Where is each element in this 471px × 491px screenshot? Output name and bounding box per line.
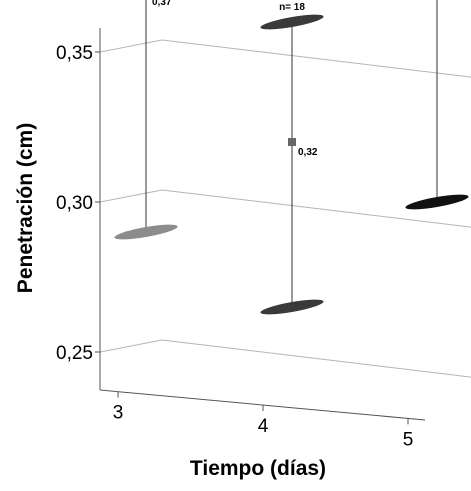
mean-value-label: 0,37: [152, 0, 172, 8]
y-tick-label: 0,35: [56, 43, 93, 64]
y-tick-label: 0,25: [56, 343, 93, 364]
lower-limit-disc: [260, 299, 324, 315]
x-axis-floor-line: [99, 389, 426, 421]
y-axis-title: Penetración (cm): [14, 123, 37, 293]
grid-line-right: [161, 339, 471, 378]
upper-limit-disc: [260, 14, 324, 30]
grid-line-right: [161, 39, 471, 78]
mean-value-label: 0,32: [298, 147, 318, 158]
sample-size-label: n= 18: [279, 2, 305, 13]
x-ticks: 3 4 5: [113, 391, 414, 450]
grid-line-left: [99, 39, 163, 53]
grid-line-left: [99, 339, 163, 353]
x-axis-title: Tiempo (días): [190, 457, 326, 480]
y-tick-label: 0,30: [56, 193, 93, 214]
data-series: 0,37n= 180,32n= 180,38n= 18: [114, 0, 469, 315]
y-ticks: 0,250,300,350,400,45: [56, 43, 100, 364]
lower-limit-disc: [114, 224, 178, 240]
lower-limit-disc: [405, 194, 469, 210]
grid-lines: [99, 39, 471, 378]
grid-line-right: [161, 189, 471, 228]
axes: [99, 28, 426, 421]
grid-line-left: [99, 189, 163, 203]
x-tick-label: 4: [258, 416, 269, 437]
x-tick-label: 5: [403, 429, 414, 450]
x-tick-label: 3: [113, 403, 124, 424]
mean-marker: [288, 138, 296, 146]
